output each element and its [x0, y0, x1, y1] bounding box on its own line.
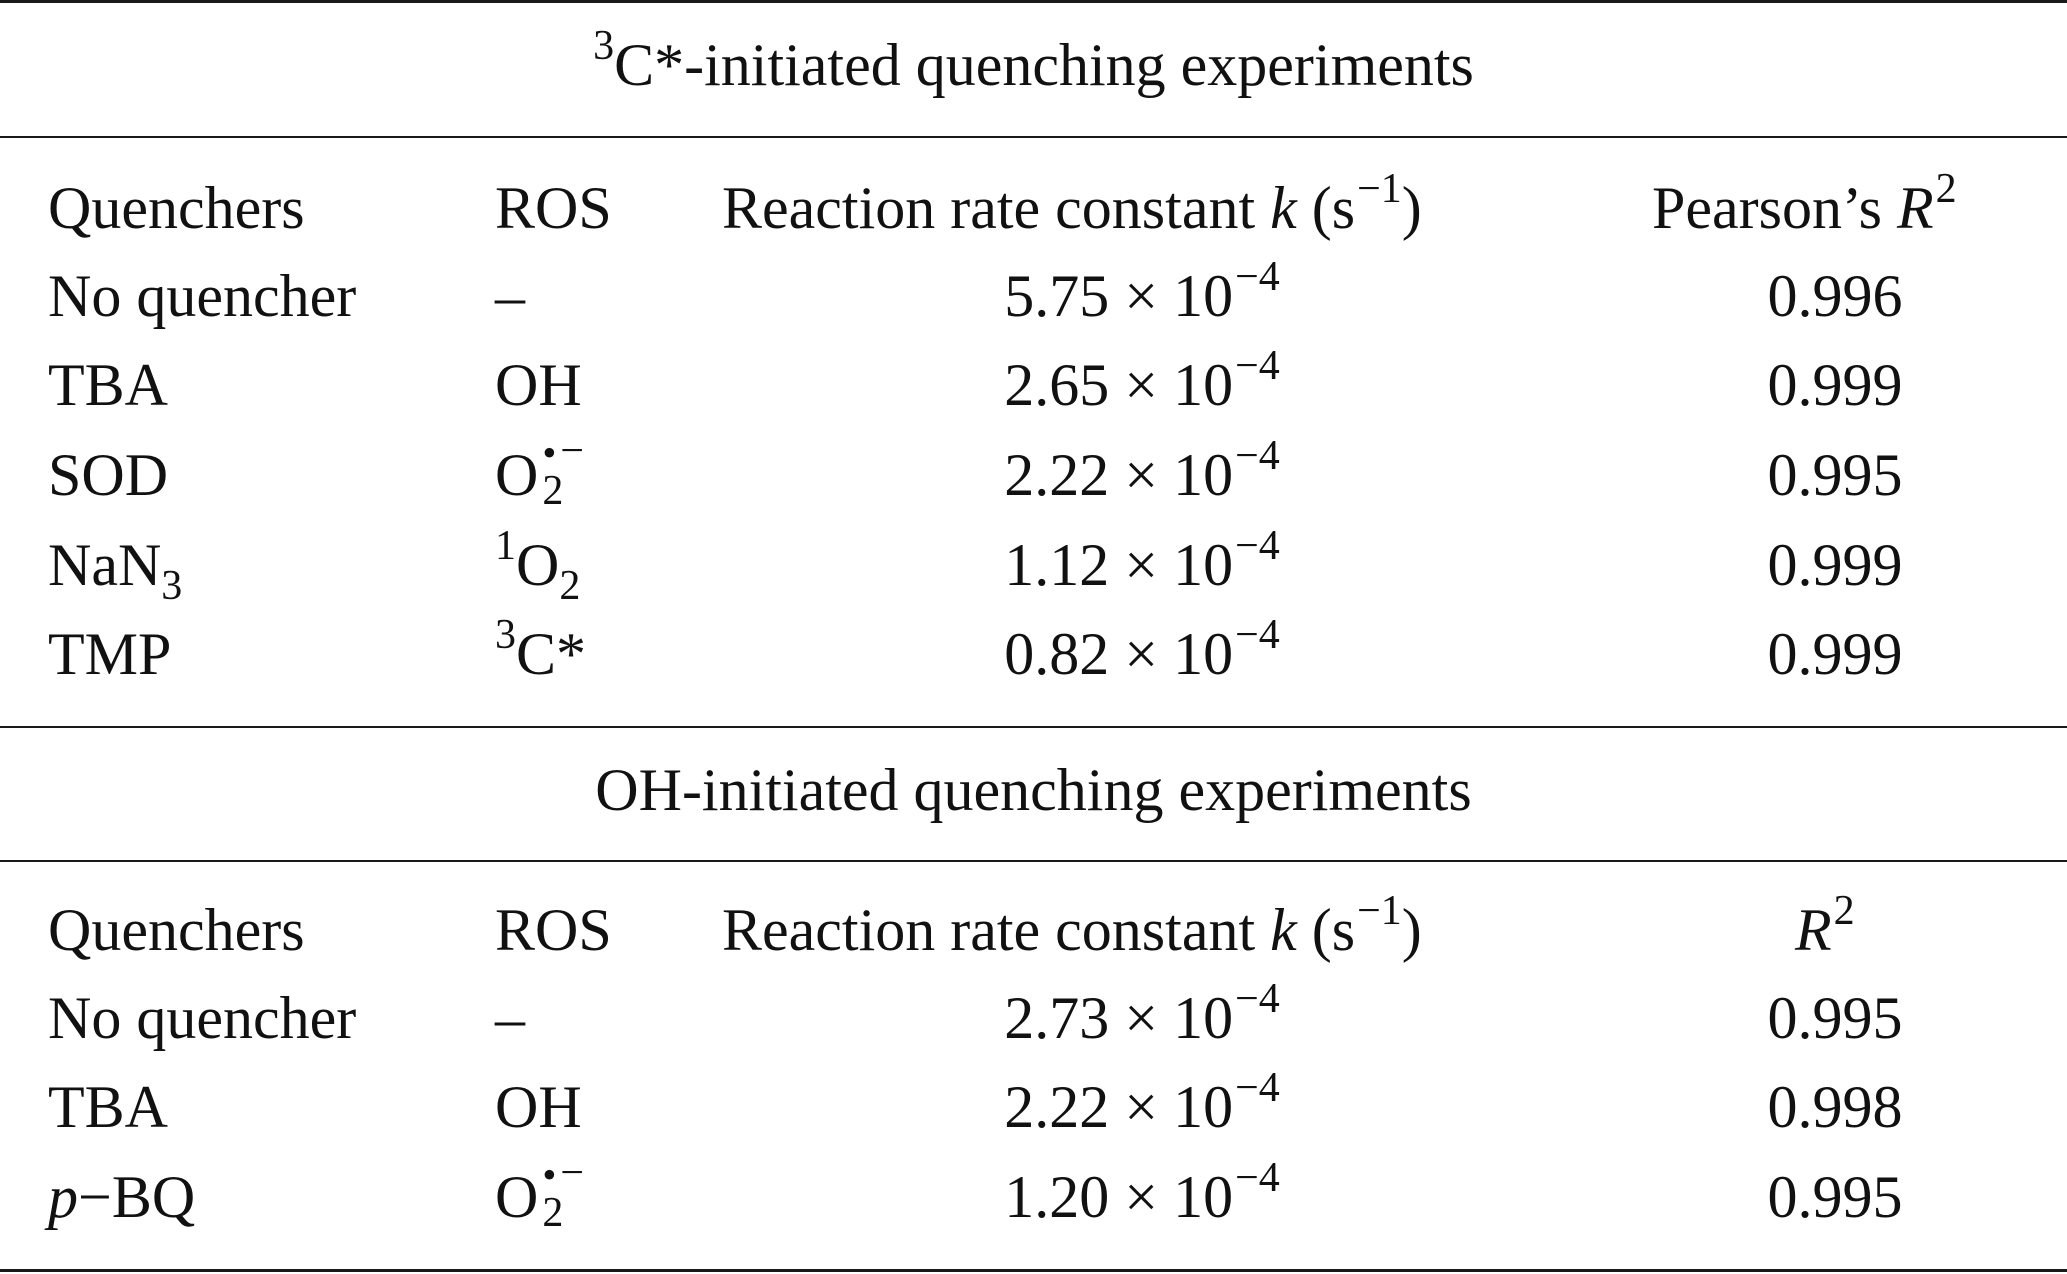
quencher-cell: No quencher: [48, 985, 357, 1051]
table-row: SOD O • −2 2.22 × 10−4 0.995: [0, 428, 2067, 515]
section2-title-text: OH-initiated quenching experiments: [595, 757, 1472, 823]
header-rate-constant: Reaction rate constant k (s−1): [722, 166, 1422, 241]
r2-cell: 0.998: [1767, 1074, 1903, 1140]
section1-title: 3C*-initiated quenching experiments: [0, 23, 2067, 107]
ros-cell: O • −2: [495, 428, 585, 514]
ros-cell: 1O2: [495, 523, 581, 609]
r2-cell: 0.999: [1767, 532, 1903, 598]
r2-cell: 0.995: [1767, 442, 1903, 508]
rate-cell: 5.75 × 10−4: [1004, 254, 1280, 329]
quencher-cell: No quencher: [48, 263, 357, 329]
header-ros: ROS: [495, 175, 612, 241]
ros-cell: 3C*: [495, 612, 587, 687]
header-quenchers: Quenchers: [48, 897, 305, 963]
table-bottom-rule: [0, 1269, 2067, 1272]
section2-title-rule: [0, 860, 2067, 862]
section1-title-rule: [0, 136, 2067, 138]
table-row: No quencher – 2.73 × 10−4 0.995: [0, 976, 2067, 1058]
section2-header-row: Quenchers ROS Reaction rate constant k (…: [0, 888, 2067, 970]
section1-title-sup: 3: [593, 23, 615, 69]
r2-cell: 0.996: [1767, 263, 1903, 329]
quencher-cell: TMP: [48, 621, 172, 687]
ros-cell: OH: [495, 1074, 582, 1140]
header-quenchers: Quenchers: [48, 175, 305, 241]
rate-cell: 2.22 × 10−4: [1004, 1065, 1280, 1140]
ros-cell: –: [495, 985, 525, 1051]
header-rate-constant: Reaction rate constant k (s−1): [722, 888, 1422, 963]
table-row: TMP 3C* 0.82 × 10−4 0.999: [0, 612, 2067, 694]
rate-cell: 2.65 × 10−4: [1004, 343, 1280, 418]
header-r2: R2: [1795, 888, 1855, 963]
table-row: TBA OH 2.22 × 10−4 0.998: [0, 1065, 2067, 1147]
r2-cell: 0.995: [1767, 985, 1903, 1051]
quencher-cell: NaN3: [48, 532, 183, 609]
header-pearson-r2: Pearson’s R2: [1652, 166, 1957, 241]
quencher-cell: TBA: [48, 1074, 168, 1140]
ros-cell: –: [495, 263, 525, 329]
rate-cell: 0.82 × 10−4: [1004, 612, 1280, 687]
rate-cell: 2.73 × 10−4: [1004, 976, 1280, 1051]
rate-cell: 1.20 × 10−4: [1004, 1155, 1280, 1230]
r2-cell: 0.995: [1767, 1164, 1903, 1230]
table-top-rule: [0, 0, 2067, 3]
section-divider-rule: [0, 726, 2067, 728]
rate-cell: 2.22 × 10−4: [1004, 433, 1280, 508]
ros-cell: O • −2: [495, 1150, 585, 1236]
section2-title: OH-initiated quenching experiments: [0, 755, 2067, 825]
rate-cell: 1.12 × 10−4: [1004, 523, 1280, 598]
quencher-cell: TBA: [48, 352, 168, 418]
quencher-cell: p−BQ: [48, 1164, 196, 1230]
quencher-cell: SOD: [48, 442, 169, 508]
ros-cell: OH: [495, 352, 582, 418]
table-row: TBA OH 2.65 × 10−4 0.999: [0, 343, 2067, 425]
section1-header-row: Quenchers ROS Reaction rate constant k (…: [0, 166, 2067, 248]
header-ros: ROS: [495, 897, 612, 963]
table-row: No quencher – 5.75 × 10−4 0.996: [0, 254, 2067, 336]
table-row: p−BQ O • −2 1.20 × 10−4 0.995: [0, 1150, 2067, 1237]
section1-title-text: C*-initiated quenching experiments: [614, 32, 1474, 98]
table-row: NaN3 1O2 1.12 × 10−4 0.999: [0, 523, 2067, 609]
r2-cell: 0.999: [1767, 621, 1903, 687]
r2-cell: 0.999: [1767, 352, 1903, 418]
